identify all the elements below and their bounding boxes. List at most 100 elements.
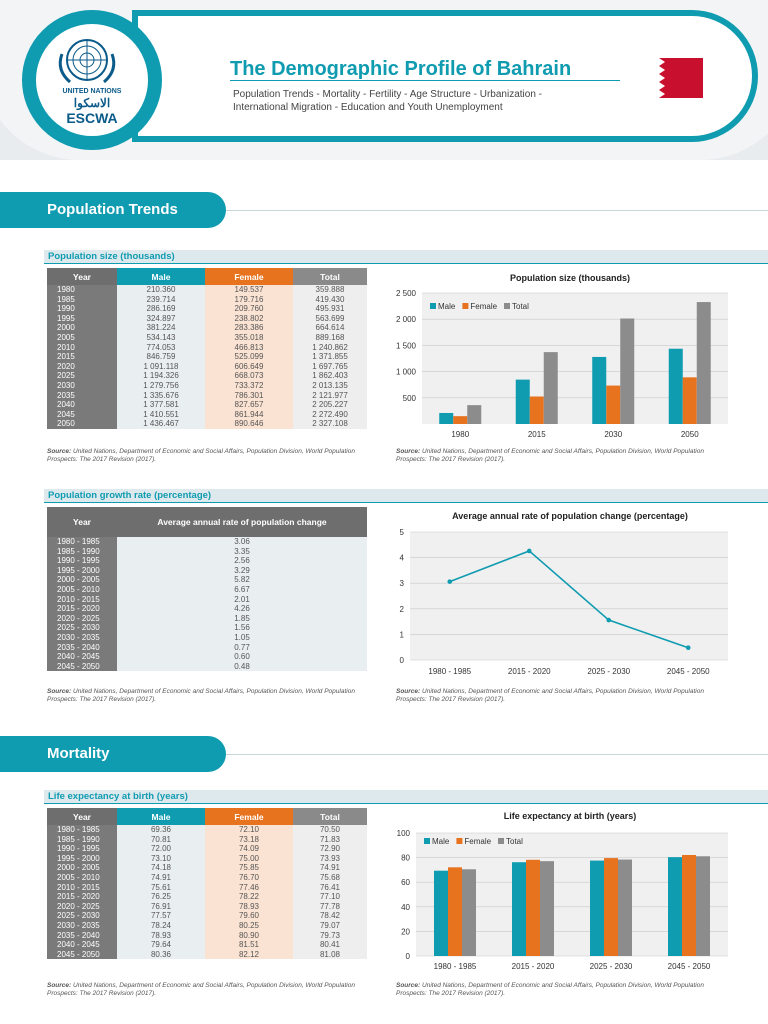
table-cell: 324.897	[117, 313, 205, 324]
bar	[453, 416, 468, 424]
table-cell: 81.08	[293, 949, 367, 960]
table-cell: 2 205.227	[293, 400, 367, 410]
column-header: Year	[47, 507, 117, 537]
table-cell: 2035 - 2040	[47, 930, 117, 941]
x-tick-label: 1980 - 1985	[428, 667, 471, 676]
bar	[682, 377, 697, 424]
table-row: 1985 - 1990 3.35	[47, 546, 367, 557]
table-cell: 80.36	[117, 949, 205, 960]
table-cell: 664.614	[293, 323, 367, 333]
table-cell: 69.36	[117, 825, 205, 835]
bar	[668, 857, 682, 956]
table-cell: 355.018	[205, 332, 293, 343]
table-row: 1990 286.169 209.760 495.931	[47, 304, 367, 314]
table-cell: 2045 - 2050	[47, 661, 117, 672]
population-size-chart: Population size (thousands) 500 1 000 1 500…	[396, 273, 728, 439]
legend-label: Female	[470, 302, 497, 311]
table-cell: 77.78	[293, 901, 367, 912]
column-header: Year	[47, 808, 117, 825]
table-cell: 2010 - 2015	[47, 594, 117, 605]
table-cell: 1 240.862	[293, 342, 367, 353]
table-row: 2005 534.143 355.018 889.168	[47, 332, 367, 343]
bar	[592, 356, 607, 424]
table-row: 2015 846.759 525.099 1 371.855	[47, 352, 367, 362]
table-cell: 76.41	[293, 882, 367, 893]
table-cell: 1.85	[117, 613, 367, 624]
table-cell: 1 335.676	[117, 390, 205, 401]
x-tick-label: 2015 - 2020	[512, 962, 555, 971]
legend-swatch	[462, 303, 469, 309]
table-cell: 1 194.326	[117, 371, 205, 381]
table-cell: 1980 - 1985	[47, 825, 117, 835]
table-cell: 3.35	[117, 546, 367, 557]
table-cell: 78.93	[117, 930, 205, 941]
table-header-row: Year Male Female Total	[47, 268, 367, 285]
bar	[526, 859, 540, 956]
table-row: 2005 - 2010 74.91 76.70 75.68	[47, 872, 367, 883]
table-cell: 2020 - 2025	[47, 613, 117, 624]
y-tick-label: 4	[400, 554, 405, 563]
table-cell: 733.372	[205, 380, 293, 391]
section-mortality-label: Mortality	[47, 745, 110, 762]
bar	[462, 869, 476, 956]
table-cell: 774.053	[117, 342, 205, 353]
y-tick-label: 0	[406, 952, 411, 961]
table-cell: 1 377.581	[117, 400, 205, 410]
legend-swatch	[498, 838, 504, 844]
table-row: 2025 - 2030 1.56	[47, 623, 367, 633]
table-row: 2010 - 2015 75.61 77.46 76.41	[47, 882, 367, 893]
table-row: 1990 - 1995 72.00 74.09 72.90	[47, 844, 367, 854]
table-cell: 71.83	[293, 834, 367, 845]
legend-label: Male	[432, 837, 450, 846]
table-cell: 73.18	[205, 834, 293, 845]
table-cell: 2040 - 2045	[47, 652, 117, 662]
source-note: Source: United Nations, Department of Ec…	[47, 688, 355, 703]
un-emblem-icon	[58, 39, 116, 84]
org-name: ESCWA	[66, 110, 118, 126]
table-cell: 0.48	[117, 661, 367, 672]
table-cell: 0.77	[117, 642, 367, 653]
growth-rate-chart: Average annual rate of population change…	[400, 511, 728, 676]
table-cell: 6.67	[117, 584, 367, 595]
table-cell: 1 279.756	[117, 380, 205, 391]
column-header: Average annual rate of population change	[117, 507, 367, 537]
table-cell: 381.224	[117, 323, 205, 333]
page-subtitle: Population Trends - Mortality - Fertilit…	[233, 89, 543, 113]
table-cell: 2050	[47, 419, 117, 429]
table-cell: 72.00	[117, 844, 205, 854]
table-row: 2015 - 2020 76.25 78.22 77.10	[47, 892, 367, 902]
table-cell: 466.813	[205, 342, 293, 353]
bar	[515, 379, 530, 424]
table-cell: 2 272.490	[293, 409, 367, 420]
y-tick-label: 80	[401, 854, 410, 863]
table-cell: 76.91	[117, 901, 205, 912]
legend-swatch	[424, 838, 430, 844]
table-cell: 78.93	[205, 901, 293, 912]
table-cell: 2000 - 2005	[47, 575, 117, 585]
table-cell: 81.51	[205, 940, 293, 950]
table-cell: 2005 - 2010	[47, 872, 117, 883]
source-note: Source: United Nations, Department of Ec…	[47, 448, 355, 463]
y-tick-label: 2 000	[396, 315, 417, 324]
table-row: 2035 - 2040 0.77	[47, 642, 367, 653]
column-header: Female	[205, 808, 293, 825]
legend-swatch	[504, 303, 510, 309]
table-cell: 606.649	[205, 361, 293, 372]
x-tick-label: 2015	[528, 430, 546, 439]
table-cell: 1995 - 2000	[47, 853, 117, 864]
table-cell: 73.93	[293, 853, 367, 864]
table-cell: 74.91	[293, 863, 367, 873]
growth-rate-table: Year Average annual rate of population ch…	[47, 507, 367, 672]
table-cell: 1.56	[117, 623, 367, 633]
table-cell: 2000 - 2005	[47, 863, 117, 873]
table-cell: 2025	[47, 371, 117, 381]
legend-swatch	[430, 303, 436, 309]
pop-size-title: Population size (thousands)	[48, 251, 175, 262]
table-cell: 1990	[47, 304, 117, 314]
table-row: 2020 1 091.118 606.649 1 697.765	[47, 361, 367, 372]
table-cell: 1995 - 2000	[47, 565, 117, 576]
table-cell: 786.301	[205, 390, 293, 401]
table-row: 2020 - 2025 76.91 78.93 77.78	[47, 901, 367, 912]
table-row: 2025 1 194.326 668.073 1 862.403	[47, 371, 367, 381]
growth-subheader: Population growth rate (percentage)	[44, 489, 768, 503]
